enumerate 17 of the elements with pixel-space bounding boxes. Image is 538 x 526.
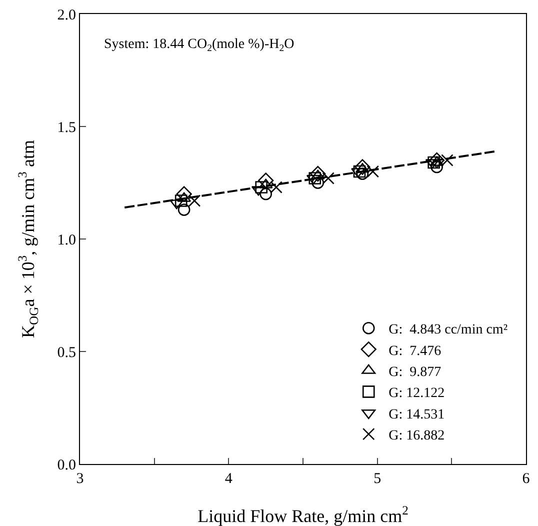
y-tick-label: 1.5 [57, 120, 76, 136]
x-tick-label: 6 [522, 471, 530, 487]
x-tick-label: 4 [224, 471, 233, 487]
annotation: System: 18.44 CO$_{2}$(mole %)-H$_{2}$O [104, 37, 294, 54]
legend-label: G: 4.843 cc/min cm² [388, 322, 508, 338]
legend-label: G: 9.877 [388, 364, 442, 380]
legend-label: G: 16.882 [388, 428, 445, 444]
legend-label: G: 14.531 [388, 407, 445, 422]
y-tick-label: 2.0 [57, 7, 76, 24]
legend-label: G: 12.122 [388, 386, 445, 402]
x-axis-title: Liquid Flow Rate, g/min cm$^{2}$ [198, 503, 408, 526]
legend-label: G: 7.476 [388, 344, 442, 359]
x-tick-label: 5 [374, 471, 382, 487]
x-tick-label: 3 [76, 471, 84, 487]
y-tick-label: 1.0 [57, 232, 76, 248]
y-tick-label: 0.0 [57, 457, 76, 474]
y-tick-label: 0.5 [57, 344, 76, 361]
